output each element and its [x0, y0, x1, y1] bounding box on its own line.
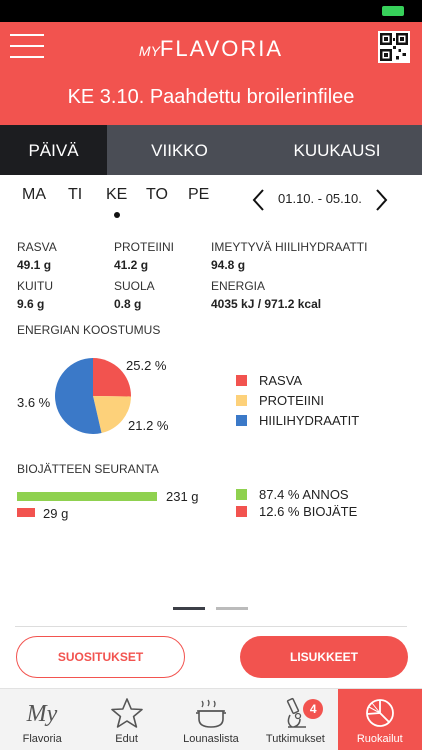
menu-icon[interactable]: [10, 34, 44, 60]
legend-label: HIILIHYDRAATIT: [259, 412, 360, 428]
pie-label-other: 3.6 %: [17, 395, 51, 410]
day-wed[interactable]: KE: [106, 186, 128, 218]
nav-label: Lounaslista: [183, 733, 239, 745]
legend-item: HIILIHYDRAATIT: [236, 410, 359, 430]
nutrient-value: 41.2 g: [114, 258, 149, 272]
nutrient-value: 49.1 g: [17, 258, 52, 272]
legend-swatch-fat: [236, 374, 247, 386]
portion-bar: [17, 492, 157, 501]
nutrient-salt: SUOLA 0.8 g: [114, 279, 155, 311]
notification-badge: 4: [303, 699, 324, 719]
legend-item: 87.4 % ANNOS: [236, 486, 357, 503]
legend-item: RASVA: [236, 370, 359, 390]
svg-text:My: My: [26, 701, 58, 727]
nav-lounaslista[interactable]: Lounaslista: [169, 689, 253, 750]
nutrient-label: SUOLA: [114, 279, 155, 293]
pie-slice-rasva: [93, 358, 131, 397]
chevron-right-icon[interactable]: [372, 188, 390, 212]
period-tabs: PÄIVÄ VIIKKO KUUKAUSI: [0, 125, 422, 175]
app-header: MYFLAVORIA KE 3.10. Paahdettu broilerinf…: [0, 22, 422, 125]
legend-label: PROTEIINI: [259, 392, 325, 408]
legend-item: 12.6 % BIOJÄTE: [236, 503, 357, 520]
status-bar: [0, 0, 422, 22]
pie-label-fat: 25.2 %: [126, 358, 167, 373]
nutrient-energy: ENERGIA 4035 kJ / 971.2 kcal: [211, 279, 321, 311]
nutrient-fiber: KUITU 9.6 g: [17, 279, 53, 311]
bottom-nav: My Flavoria Edut Lounaslista 4 Tutkimuks…: [0, 688, 422, 750]
legend-swatch-waste: [236, 506, 247, 517]
app-logo: MYFLAVORIA: [138, 36, 284, 61]
pie-slice-proteiini: [93, 396, 131, 434]
tab-month[interactable]: KUUKAUSI: [293, 141, 381, 160]
legend-item: PROTEIINI: [236, 390, 359, 410]
waste-bar: [17, 508, 35, 517]
pie-label-protein: 21.2 %: [128, 418, 169, 433]
nutrient-label: ENERGIA: [211, 279, 266, 293]
nav-label: Flavoria: [22, 733, 62, 745]
pot-icon: [195, 699, 226, 728]
nav-label: Tutkimukset: [265, 733, 325, 745]
star-icon: [110, 698, 143, 728]
divider: [15, 626, 407, 627]
legend-swatch-carbs: [236, 414, 247, 426]
nutrient-carbs: IMEYTYVÄ HIILIHYDRAATTI 94.8 g: [211, 240, 367, 272]
day-fri[interactable]: PE: [188, 186, 210, 203]
nav-flavoria[interactable]: My Flavoria: [0, 689, 84, 750]
page-indicator-active[interactable]: [173, 607, 205, 610]
nutrient-value: 94.8 g: [211, 258, 246, 272]
nutrient-value: 0.8 g: [114, 297, 142, 311]
nav-edut[interactable]: Edut: [84, 689, 168, 750]
qr-code-icon[interactable]: [378, 31, 410, 63]
nav-label: Edut: [115, 733, 138, 745]
day-mon[interactable]: MA: [22, 186, 46, 203]
day-tue[interactable]: TI: [68, 186, 83, 203]
sides-button[interactable]: LISUKKEET: [240, 636, 408, 678]
date-range: 01.10. - 05.10.: [278, 191, 362, 206]
waste-value: 29 g: [43, 506, 69, 521]
tab-week[interactable]: VIIKKO: [151, 141, 208, 160]
day-thu[interactable]: TO: [146, 186, 168, 203]
recommendations-button[interactable]: SUOSITUKSET: [16, 636, 185, 678]
nutrient-label: IMEYTYVÄ HIILIHYDRAATTI: [211, 240, 368, 254]
legend-label: 87.4 % ANNOS: [259, 487, 349, 502]
legend-swatch-portion: [236, 489, 247, 500]
nav-ruokailut[interactable]: Ruokailut: [337, 689, 422, 750]
page-indicator[interactable]: [216, 607, 248, 610]
plate-chart-icon: [365, 699, 394, 727]
nutrient-fat: RASVA 49.1 g: [17, 240, 57, 272]
nutrient-protein: PROTEIINI 41.2 g: [114, 240, 174, 272]
my-logo-icon: My: [26, 701, 58, 727]
energy-section-title: ENERGIAN KOOSTUMUS: [17, 323, 161, 337]
legend-swatch-protein: [236, 394, 247, 406]
tab-day[interactable]: PÄIVÄ: [0, 125, 107, 175]
chevron-left-icon[interactable]: [250, 188, 268, 212]
pie-slice-hiilihydraatit: [54, 358, 102, 434]
page-title: KE 3.10. Paahdettu broilerinfilee: [67, 86, 355, 108]
nutrient-label: RASVA: [17, 240, 57, 254]
nav-label: Ruokailut: [356, 733, 403, 745]
legend-label: 12.6 % BIOJÄTE: [259, 504, 358, 519]
nav-tutkimukset[interactable]: 4 Tutkimukset: [253, 689, 337, 750]
nutrient-value: 4035 kJ / 971.2 kcal: [211, 297, 322, 311]
waste-section-title: BIOJÄTTEEN SEURANTA: [17, 462, 159, 476]
energy-pie-chart: [54, 358, 131, 434]
nutrient-label: PROTEIINI: [114, 240, 175, 254]
microscope-icon: [287, 697, 307, 728]
legend-label: RASVA: [259, 372, 303, 388]
battery-icon: [382, 6, 404, 16]
portion-value: 231 g: [166, 489, 199, 504]
nutrient-value: 9.6 g: [17, 297, 45, 311]
waste-legend: 87.4 % ANNOS 12.6 % BIOJÄTE: [236, 486, 357, 520]
nutrient-label: KUITU: [17, 279, 53, 293]
day-selector: MA TI KE TO PE 01.10. - 05.10.: [0, 186, 422, 222]
energy-legend: RASVA PROTEIINI HIILIHYDRAATIT: [236, 370, 359, 430]
